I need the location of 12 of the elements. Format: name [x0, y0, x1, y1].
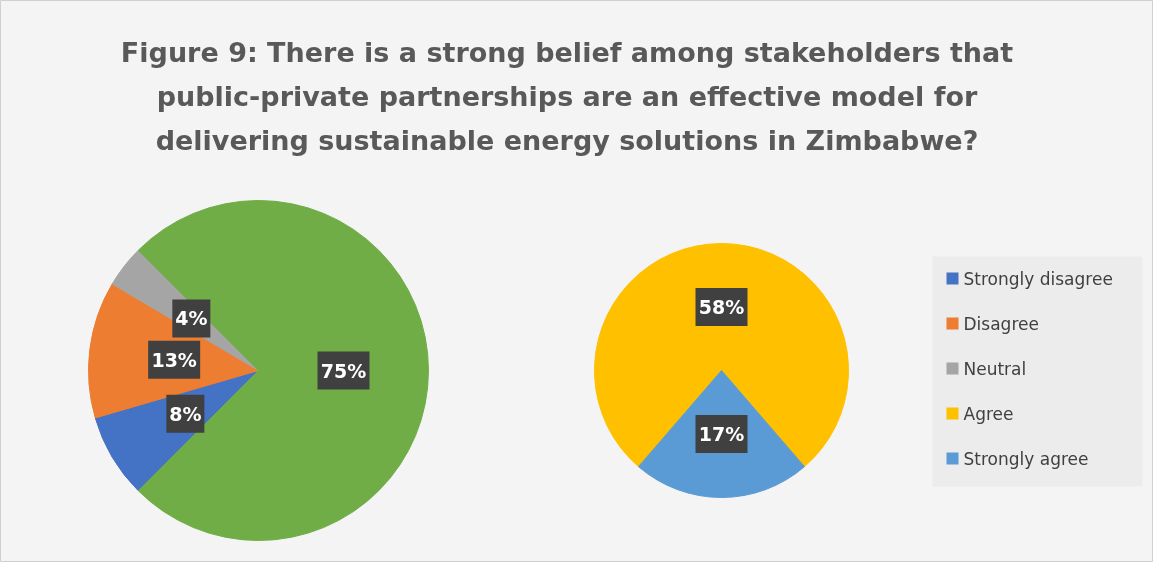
- data-label: 58%: [698, 296, 745, 318]
- legend-label: Strongly agree: [963, 448, 1089, 469]
- data-label: 8%: [169, 402, 202, 425]
- legend-label: Strongly disagree: [963, 268, 1113, 289]
- data-label: 13%: [151, 348, 197, 371]
- legend-label: Agree: [963, 403, 1014, 424]
- data-label: 4%: [175, 307, 208, 330]
- data-label: 17%: [698, 423, 745, 445]
- data-label: 75%: [320, 359, 367, 382]
- legend-label: Neutral: [963, 358, 1027, 379]
- legend-label: Disagree: [963, 313, 1039, 334]
- chart-title: Figure 9: There is a strong belief among stakeholders that public-private partnerships are an effective model for delivering sustainable energy solutions in Zimbabwe?: [120, 37, 1014, 156]
